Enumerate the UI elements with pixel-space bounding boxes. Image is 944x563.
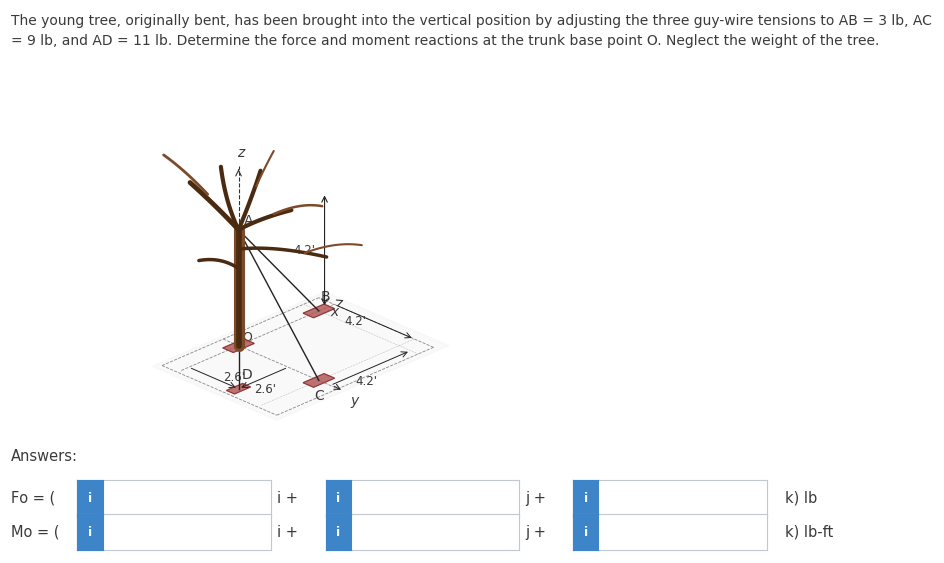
Text: i: i bbox=[88, 491, 93, 505]
Text: i: i bbox=[336, 491, 341, 505]
Text: Answers:: Answers: bbox=[11, 449, 78, 464]
Text: i: i bbox=[583, 525, 588, 539]
Text: 4.2': 4.2' bbox=[355, 375, 377, 388]
Polygon shape bbox=[223, 339, 254, 352]
Polygon shape bbox=[227, 383, 250, 394]
Text: A: A bbox=[244, 214, 253, 228]
Polygon shape bbox=[153, 292, 448, 420]
Text: x: x bbox=[330, 305, 338, 319]
Text: 2.6': 2.6' bbox=[255, 383, 277, 396]
Text: 2.6': 2.6' bbox=[224, 372, 245, 385]
Text: i +: i + bbox=[278, 491, 298, 506]
Text: 4.2': 4.2' bbox=[294, 244, 315, 257]
Text: Fᴏ = (: Fᴏ = ( bbox=[11, 491, 56, 506]
Text: O: O bbox=[242, 330, 252, 343]
Text: i: i bbox=[583, 491, 588, 505]
Text: D: D bbox=[242, 368, 253, 382]
Text: j +: j + bbox=[525, 491, 546, 506]
Polygon shape bbox=[303, 374, 334, 387]
Text: = 9 lb, and AD = 11 lb. Determine the force and moment reactions at the trunk ba: = 9 lb, and AD = 11 lb. Determine the fo… bbox=[11, 34, 880, 48]
Text: i: i bbox=[336, 525, 341, 539]
Text: C: C bbox=[314, 389, 324, 403]
Text: i +: i + bbox=[278, 525, 298, 539]
Text: y: y bbox=[350, 394, 359, 408]
Polygon shape bbox=[303, 304, 334, 318]
Text: 4.2': 4.2' bbox=[345, 315, 366, 328]
Text: z: z bbox=[237, 146, 244, 160]
Text: Mᴏ = (: Mᴏ = ( bbox=[11, 525, 59, 539]
Text: B: B bbox=[321, 290, 330, 304]
Text: The young tree, originally bent, has been brought into the vertical position by : The young tree, originally bent, has bee… bbox=[11, 14, 933, 28]
Text: k) lb: k) lb bbox=[785, 491, 818, 506]
Text: k) lb-ft: k) lb-ft bbox=[785, 525, 834, 539]
Text: i: i bbox=[88, 525, 93, 539]
Text: j +: j + bbox=[525, 525, 546, 539]
